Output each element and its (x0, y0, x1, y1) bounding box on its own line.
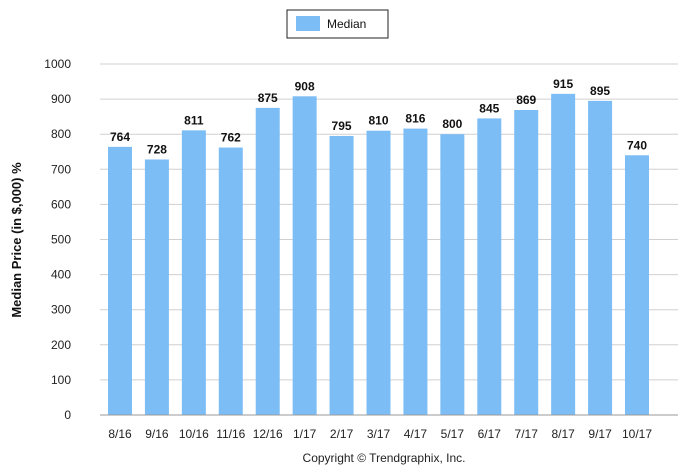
data-label: 816 (405, 112, 425, 126)
data-label: 895 (590, 84, 610, 98)
data-label: 795 (332, 119, 352, 133)
legend-swatch-median (296, 16, 320, 31)
data-label: 800 (442, 117, 462, 131)
bar (588, 100, 613, 415)
legend: Median (286, 9, 389, 39)
bar (514, 109, 539, 415)
bar (255, 107, 280, 415)
x-tick-label: 5/17 (441, 427, 465, 441)
data-label: 908 (295, 79, 315, 93)
legend-label-median: Median (327, 17, 366, 31)
bar (366, 130, 391, 415)
x-tick-label: 7/17 (515, 427, 539, 441)
x-tick-label: 9/17 (588, 427, 612, 441)
copyright-text: Copyright © Trendgraphix, Inc. (303, 451, 466, 465)
y-tick-label: 1000 (44, 57, 71, 71)
x-tick-label: 6/17 (478, 427, 502, 441)
x-tick-label: 10/16 (179, 427, 209, 441)
data-label: 762 (221, 131, 241, 145)
x-axis-tick-labels: 8/16 9/16 10/16 11/16 12/16 1/17 2/17 3/17 4/17 5… (108, 427, 652, 441)
data-label: 869 (516, 93, 536, 107)
x-tick-label: 11/16 (216, 427, 245, 441)
data-labels: 764 728 811 762 875 908 795 810 816 800 845 869 915 8… (110, 77, 647, 157)
x-tick-label: 12/16 (253, 427, 283, 441)
y-tick-label: 300 (51, 303, 71, 317)
bar (403, 128, 428, 416)
y-axis-tick-labels: 0 100 200 300 400 500 600 700 800 900 1000 (44, 57, 71, 422)
bar (181, 130, 206, 416)
y-tick-label: 400 (51, 268, 71, 282)
y-tick-label: 200 (51, 338, 71, 352)
x-tick-label: 2/17 (330, 427, 354, 441)
bar (551, 93, 576, 416)
data-label: 811 (184, 113, 204, 127)
x-tick-label: 4/17 (404, 427, 428, 441)
y-tick-label: 0 (64, 408, 71, 422)
y-tick-label: 700 (51, 162, 71, 176)
x-tick-label: 8/17 (551, 427, 575, 441)
data-label: 845 (479, 101, 499, 115)
y-tick-label: 800 (51, 127, 71, 141)
bar (292, 96, 317, 416)
y-tick-label: 900 (51, 92, 71, 106)
bar (477, 118, 502, 415)
bar (625, 155, 649, 415)
bar (218, 147, 243, 415)
x-tick-label: 8/16 (108, 427, 132, 441)
data-label: 875 (258, 91, 278, 105)
x-tick-label: 3/17 (367, 427, 391, 441)
bar (144, 159, 169, 415)
data-label: 740 (627, 138, 647, 152)
bar (329, 135, 354, 415)
y-axis-title: Median Price (in $,000) % (9, 162, 24, 318)
y-tick-label: 100 (51, 373, 71, 387)
y-tick-label: 600 (51, 197, 71, 211)
x-tick-label: 1/17 (293, 427, 317, 441)
x-tick-label: 9/16 (145, 427, 169, 441)
data-label: 764 (110, 130, 130, 144)
y-tick-label: 500 (51, 233, 71, 247)
data-label: 810 (368, 114, 388, 128)
bar (440, 134, 465, 415)
data-label: 915 (553, 77, 573, 91)
x-tick-label: 10/17 (622, 427, 652, 441)
bars (108, 93, 649, 416)
data-label: 728 (147, 142, 167, 156)
bar (108, 146, 132, 415)
